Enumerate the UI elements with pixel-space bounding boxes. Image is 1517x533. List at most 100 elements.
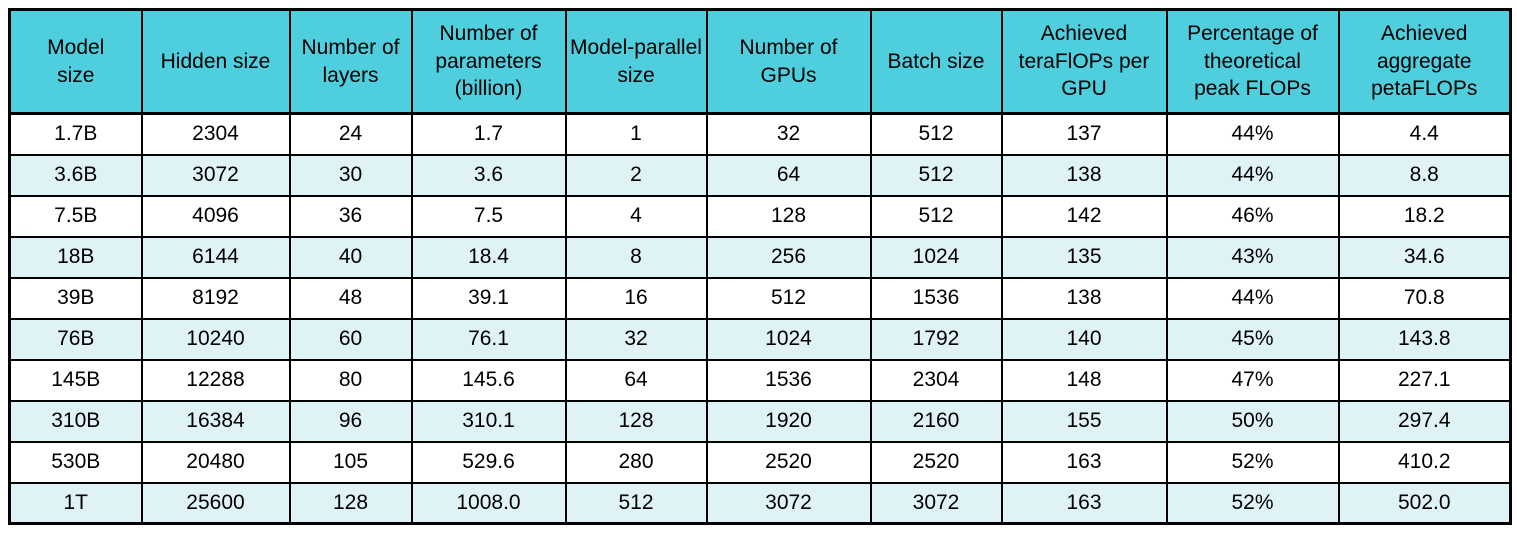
table-cell: 52% [1165, 440, 1340, 484]
table-cell: 256 [705, 235, 872, 279]
table-row: 39B 8192 48 39.1 16 512 1536 138 44% 70.8 [8, 276, 1512, 320]
table-body: 1.7B 2304 24 1.7 1 32 512 137 44% 4.4 3.6B 3072 30 3.… [8, 112, 1512, 525]
table-cell: 163 [1000, 440, 1168, 484]
table-cell: 96 [288, 399, 413, 443]
table-cell: 36 [288, 194, 413, 238]
table-cell: 30 [288, 153, 413, 197]
table-row: 3.6B 3072 30 3.6 2 64 512 138 44% 8.8 [8, 153, 1512, 197]
table-cell: 145B [8, 358, 143, 402]
column-header-5: Model-parallel size [564, 8, 708, 115]
table-cell: 52% [1165, 481, 1340, 525]
table-cell: 1536 [705, 358, 872, 402]
column-header-4: Number of parameters (billion) [410, 8, 567, 115]
table-cell: 43% [1165, 235, 1340, 279]
column-header-10: Achieved aggregate petaFLOPs [1337, 8, 1512, 115]
table-cell: 48 [288, 276, 413, 320]
table-cell: 128 [288, 481, 413, 525]
column-header-7: Batch size [869, 8, 1003, 115]
table-cell: 512 [869, 112, 1003, 156]
table-cell: 1536 [869, 276, 1003, 320]
table-cell: 155 [1000, 399, 1168, 443]
table-cell: 32 [705, 112, 872, 156]
table-cell: 512 [869, 194, 1003, 238]
table-row: 310B 16384 96 310.1 128 1920 2160 155 50% 297.4 [8, 399, 1512, 443]
table-row: 145B 12288 80 145.6 64 1536 2304 148 47% 227.1 [8, 358, 1512, 402]
table-cell: 7.5 [410, 194, 567, 238]
table-cell: 45% [1165, 317, 1340, 361]
column-header-6: Number of GPUs [705, 8, 872, 115]
table-cell: 142 [1000, 194, 1168, 238]
table-cell: 44% [1165, 276, 1340, 320]
table-cell: 7.5B [8, 194, 143, 238]
table-cell: 143.8 [1337, 317, 1512, 361]
table-cell: 64 [705, 153, 872, 197]
table-cell: 105 [288, 440, 413, 484]
table-cell: 16 [564, 276, 708, 320]
table-cell: 1 [564, 112, 708, 156]
table-cell: 47% [1165, 358, 1340, 402]
table-cell: 2160 [869, 399, 1003, 443]
table-cell: 4 [564, 194, 708, 238]
table-cell: 16384 [140, 399, 291, 443]
table-cell: 3.6B [8, 153, 143, 197]
table-cell: 529.6 [410, 440, 567, 484]
table-cell: 512 [564, 481, 708, 525]
table-cell: 410.2 [1337, 440, 1512, 484]
table-cell: 76.1 [410, 317, 567, 361]
table-cell: 137 [1000, 112, 1168, 156]
table-cell: 6144 [140, 235, 291, 279]
table-cell: 12288 [140, 358, 291, 402]
table-cell: 80 [288, 358, 413, 402]
table-cell: 2520 [705, 440, 872, 484]
table-cell: 24 [288, 112, 413, 156]
table-cell: 8192 [140, 276, 291, 320]
table-cell: 1920 [705, 399, 872, 443]
table-cell: 18.2 [1337, 194, 1512, 238]
table-cell: 10240 [140, 317, 291, 361]
table-cell: 138 [1000, 153, 1168, 197]
table-cell: 1024 [869, 235, 1003, 279]
table-cell: 70.8 [1337, 276, 1512, 320]
table-cell: 46% [1165, 194, 1340, 238]
table-header: Model size Hidden size Number of layers Num… [8, 8, 1512, 115]
table-cell: 3.6 [410, 153, 567, 197]
table-cell: 4.4 [1337, 112, 1512, 156]
table-cell: 20480 [140, 440, 291, 484]
table-row: 7.5B 4096 36 7.5 4 128 512 142 46% 18.2 [8, 194, 1512, 238]
table-cell: 8.8 [1337, 153, 1512, 197]
table-cell: 1792 [869, 317, 1003, 361]
table-cell: 1.7B [8, 112, 143, 156]
table-cell: 145.6 [410, 358, 567, 402]
table-cell: 18B [8, 235, 143, 279]
table-cell: 32 [564, 317, 708, 361]
table-cell: 2304 [869, 358, 1003, 402]
table-cell: 502.0 [1337, 481, 1512, 525]
table-cell: 140 [1000, 317, 1168, 361]
table-cell: 512 [869, 153, 1003, 197]
table-cell: 138 [1000, 276, 1168, 320]
table-cell: 3072 [869, 481, 1003, 525]
header-row: Model size Hidden size Number of layers Num… [8, 8, 1512, 115]
column-header-3: Number of layers [288, 8, 413, 115]
table-row: 18B 6144 40 18.4 8 256 1024 135 43% 34.6 [8, 235, 1512, 279]
table-cell: 512 [705, 276, 872, 320]
table-row: 530B 20480 105 529.6 280 2520 2520 163 52% 410.2 [8, 440, 1512, 484]
column-header-8: Achieved teraFlOPs per GPU [1000, 8, 1168, 115]
table-cell: 8 [564, 235, 708, 279]
table-cell: 1.7 [410, 112, 567, 156]
table-cell: 60 [288, 317, 413, 361]
table-cell: 39.1 [410, 276, 567, 320]
table-cell: 25600 [140, 481, 291, 525]
table-cell: 280 [564, 440, 708, 484]
table-cell: 1008.0 [410, 481, 567, 525]
model-scaling-table: Model size Hidden size Number of layers Num… [8, 8, 1512, 525]
column-header-9: Percentage of theoretical peak FLOPs [1165, 8, 1340, 115]
table-cell: 135 [1000, 235, 1168, 279]
table-cell: 76B [8, 317, 143, 361]
table-cell: 163 [1000, 481, 1168, 525]
column-header-1: Model size [8, 8, 143, 115]
table-cell: 1024 [705, 317, 872, 361]
table-cell: 34.6 [1337, 235, 1512, 279]
table-row: 76B 10240 60 76.1 32 1024 1792 140 45% 143.8 [8, 317, 1512, 361]
